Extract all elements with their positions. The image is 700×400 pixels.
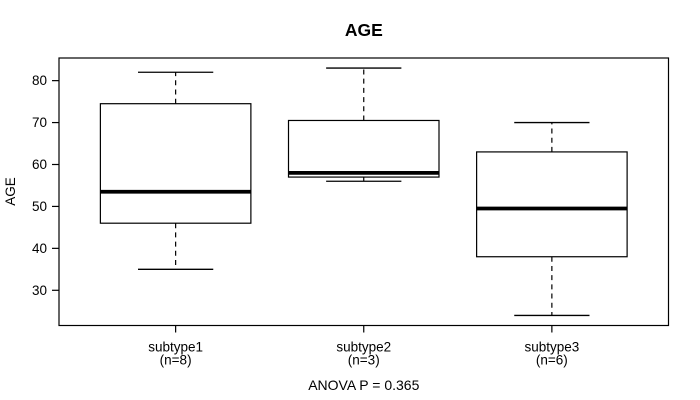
chart-title: AGE: [345, 20, 383, 40]
anova-p-label: ANOVA P = 0.365: [308, 377, 419, 393]
y-tick-label: 70: [32, 115, 47, 130]
plot-area: 30 40 50 60 70 80 subtype1(n=8) subtype2(n=3) su…: [32, 57, 670, 368]
y-tick-label: 50: [32, 199, 47, 214]
y-tick-label: 30: [32, 283, 47, 298]
y-axis-label: AGE: [3, 177, 18, 206]
iqr-box-subtype3: [476, 151, 628, 258]
y-tick-label: 40: [32, 241, 47, 256]
iqr-box-subtype1: [99, 103, 252, 224]
iqr-box-subtype2: [287, 119, 440, 178]
category-label: subtype2: [336, 340, 391, 355]
y-tick-label: 60: [32, 157, 47, 172]
category-sublabel: (n=6): [536, 353, 568, 368]
category-sublabel: (n=8): [160, 353, 192, 368]
category-label: subtype1: [148, 340, 203, 355]
category-sublabel: (n=3): [348, 353, 380, 368]
category-label: subtype3: [524, 340, 579, 355]
y-tick-label: 80: [32, 73, 47, 88]
